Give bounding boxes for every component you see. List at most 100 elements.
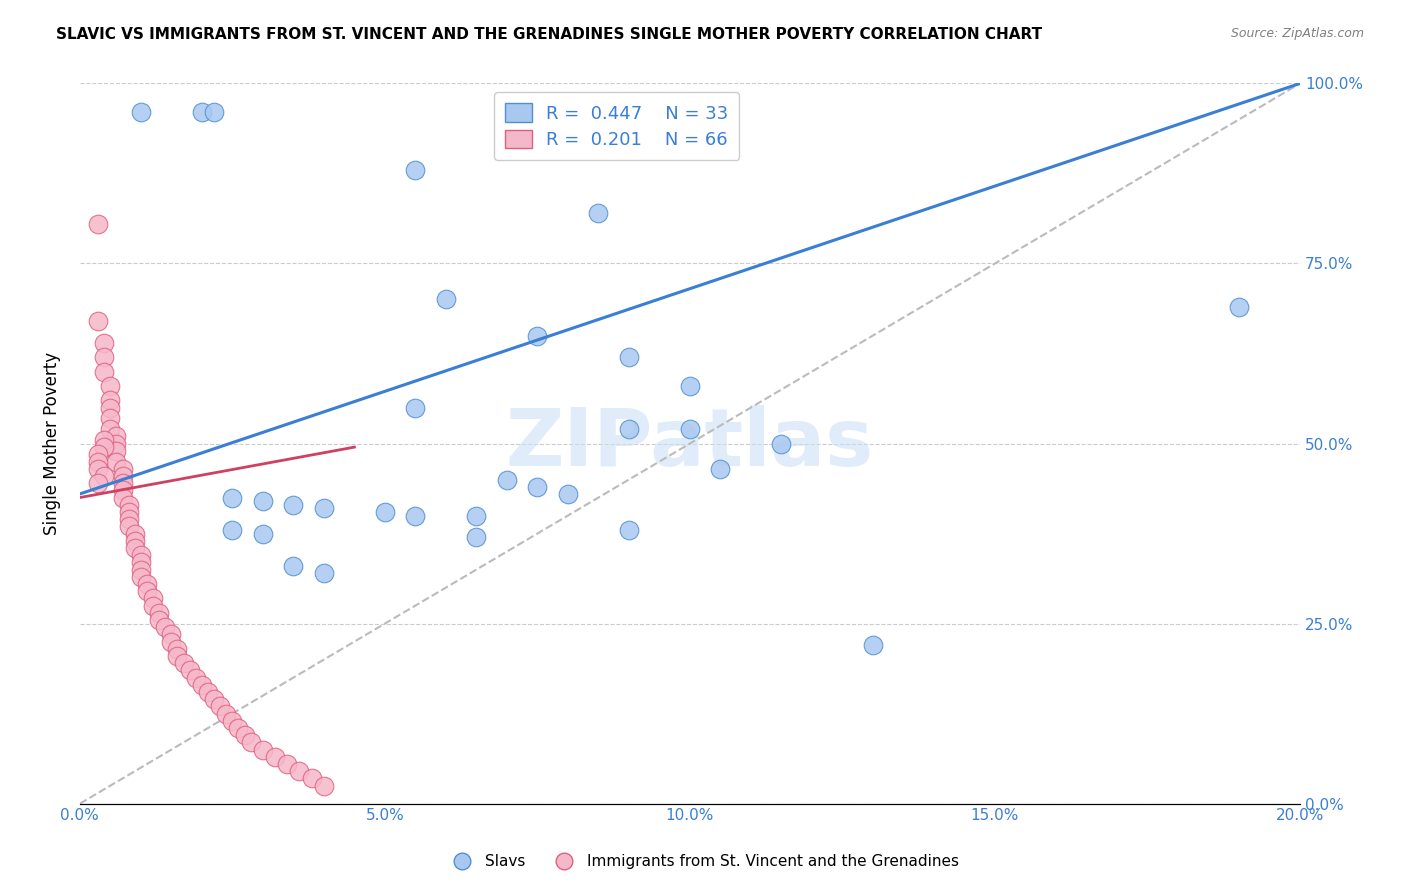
Point [87, 217, 110, 231]
Point [105, 429, 128, 443]
Point [111, 483, 134, 498]
Point [87, 314, 110, 328]
Point [252, 494, 274, 508]
Point [617, 350, 640, 364]
Point [283, 498, 305, 512]
Point [465, 530, 488, 544]
Point [124, 541, 146, 555]
Point [105, 436, 128, 450]
Point [105, 443, 128, 458]
Point [87, 454, 110, 468]
Point [215, 706, 238, 721]
Point [93, 433, 115, 447]
Point [166, 641, 188, 656]
Point [105, 454, 128, 468]
Point [557, 487, 579, 501]
Point [166, 648, 188, 663]
Point [179, 664, 201, 678]
Point [374, 505, 396, 519]
Point [124, 533, 146, 548]
Point [239, 735, 262, 749]
Point [160, 634, 183, 648]
Point [197, 685, 219, 699]
Point [862, 638, 884, 652]
Point [87, 447, 110, 461]
Point [118, 519, 141, 533]
Point [173, 656, 195, 670]
Point [87, 461, 110, 475]
Point [588, 206, 610, 220]
Point [100, 393, 122, 408]
Point [233, 728, 256, 742]
Point [129, 563, 152, 577]
Point [100, 422, 122, 436]
Point [111, 461, 134, 475]
Point [191, 678, 214, 692]
Point [221, 523, 243, 537]
Text: Source: ZipAtlas.com: Source: ZipAtlas.com [1230, 27, 1364, 40]
Point [221, 491, 243, 505]
Point [129, 555, 152, 569]
Point [770, 436, 793, 450]
Point [111, 476, 134, 491]
Point [93, 335, 115, 350]
Point [148, 613, 170, 627]
Point [404, 508, 426, 523]
Point [252, 742, 274, 756]
Point [221, 714, 243, 728]
Point [228, 721, 250, 735]
Point [93, 350, 115, 364]
Point [136, 577, 159, 591]
Point [100, 379, 122, 393]
Legend: Slavs, Immigrants from St. Vincent and the Grenadines: Slavs, Immigrants from St. Vincent and t… [441, 848, 965, 875]
Point [124, 526, 146, 541]
Point [312, 501, 335, 516]
Point [191, 105, 214, 120]
Point [496, 473, 519, 487]
Point [679, 379, 702, 393]
Point [142, 591, 165, 606]
Point [679, 422, 702, 436]
Point [129, 570, 152, 584]
Point [1227, 300, 1250, 314]
Legend: R =  0.447    N = 33, R =  0.201    N = 66: R = 0.447 N = 33, R = 0.201 N = 66 [494, 93, 740, 160]
Point [93, 364, 115, 378]
Point [155, 620, 177, 634]
Point [264, 749, 287, 764]
Point [184, 671, 207, 685]
Point [301, 772, 323, 786]
Point [129, 105, 152, 120]
Point [111, 469, 134, 483]
Text: ZIPatlas: ZIPatlas [506, 405, 875, 483]
Point [202, 105, 225, 120]
Point [93, 440, 115, 454]
Point [148, 606, 170, 620]
Point [129, 548, 152, 562]
Point [100, 411, 122, 425]
Point [202, 692, 225, 706]
Point [118, 498, 141, 512]
Point [312, 779, 335, 793]
Point [209, 699, 232, 714]
Point [617, 523, 640, 537]
Point [465, 508, 488, 523]
Point [283, 558, 305, 573]
Text: SLAVIC VS IMMIGRANTS FROM ST. VINCENT AND THE GRENADINES SINGLE MOTHER POVERTY C: SLAVIC VS IMMIGRANTS FROM ST. VINCENT AN… [56, 27, 1042, 42]
Point [142, 599, 165, 613]
Point [136, 584, 159, 599]
Point [526, 480, 548, 494]
Point [118, 505, 141, 519]
Point [87, 476, 110, 491]
Point [100, 401, 122, 415]
Point [709, 461, 731, 475]
Point [118, 512, 141, 526]
Point [404, 401, 426, 415]
Point [93, 469, 115, 483]
Point [276, 757, 298, 772]
Point [434, 293, 457, 307]
Point [312, 566, 335, 581]
Point [617, 422, 640, 436]
Point [288, 764, 311, 779]
Y-axis label: Single Mother Poverty: Single Mother Poverty [44, 352, 60, 535]
Point [526, 328, 548, 343]
